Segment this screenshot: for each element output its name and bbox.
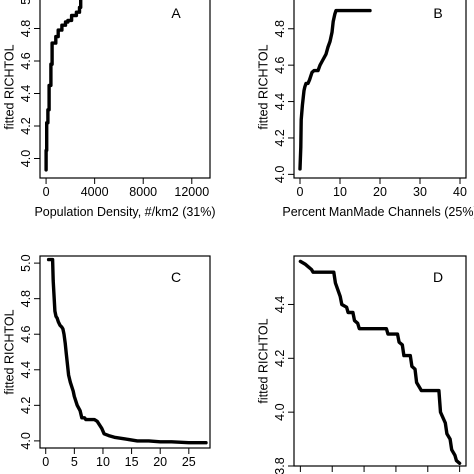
panel-a: 0 4000 8000 12000 4.0 4.2 4.4 4.6 4.8 5.0 Populati…: [2, 0, 216, 219]
plot-frame: [39, 255, 211, 449]
x-tick-label: 4000: [81, 185, 109, 199]
x-tick-label: 0: [42, 455, 49, 469]
series-line: [298, 8, 372, 171]
y-tick-label: 4.4: [273, 296, 287, 313]
y-tick-label: 4.8: [273, 20, 287, 37]
plot-frame: [293, 255, 467, 467]
y-tick-label: 4.2: [19, 117, 33, 134]
plot-frame: [293, 0, 467, 179]
x-axis-label: Percent ManMade Channels (25%): [282, 205, 474, 219]
x-tick-label: 0: [297, 185, 304, 199]
y-tick-label: 4.0: [19, 432, 33, 449]
x-tick-label: 25: [182, 455, 196, 469]
y-tick-label: 5.0: [19, 254, 33, 271]
x-tick-label: 10: [333, 185, 347, 199]
x-tick-label: 5: [71, 455, 78, 469]
y-tick-label: 4.6: [19, 52, 33, 69]
panel-label: A: [171, 5, 181, 21]
x-tick-label: 12000: [174, 185, 209, 199]
y-tick-label: 4.4: [19, 361, 33, 378]
panel-b: 0 10 20 30 40 4.0 4.2 4.4 4.6 4.8 Percent ManMade …: [256, 0, 474, 219]
panel-label: C: [171, 269, 181, 285]
y-tick-label: 4.0: [19, 150, 33, 167]
x-tick-label: 0: [43, 185, 50, 199]
x-tick-label: 20: [153, 455, 167, 469]
series-line: [46, 257, 208, 445]
panel-c: 0 5 10 15 20 25 4.0 4.2 4.4 4.6 4.8 5.0 fitted RICHT…: [2, 254, 211, 469]
y-axis-label: fitted RICHTOL: [256, 318, 270, 403]
y-tick-label: 5.0: [19, 0, 33, 5]
y-tick-label: 4.6: [273, 56, 287, 73]
x-tick-label: 30: [413, 185, 427, 199]
y-tick-label: 4.2: [19, 397, 33, 414]
y-tick-label: 4.2: [273, 129, 287, 146]
y-axis-label: fitted RICHTOL: [2, 44, 16, 129]
x-tick-label: 8000: [129, 185, 157, 199]
y-tick-label: 3.8: [273, 457, 287, 474]
y-tick-label: 4.4: [19, 85, 33, 102]
y-tick-label: 4.2: [273, 350, 287, 367]
panel-label: B: [433, 5, 442, 21]
y-tick-label: 4.6: [19, 325, 33, 342]
x-axis-label: Population Density, #/km2 (31%): [34, 205, 215, 219]
y-tick-label: 4.0: [273, 166, 287, 183]
x-tick-label: 10: [96, 455, 110, 469]
x-tick-label: 20: [373, 185, 387, 199]
series-line: [298, 259, 462, 465]
x-tick-label: 15: [125, 455, 139, 469]
plot-frame: [39, 0, 211, 179]
y-tick-label: 4.8: [19, 20, 33, 37]
y-tick-label: 4.0: [273, 403, 287, 420]
y-axis-label: fitted RICHTOL: [256, 44, 270, 129]
y-tick-label: 4.8: [19, 290, 33, 307]
y-tick-label: 4.4: [273, 93, 287, 110]
y-axis-label: fitted RICHTOL: [2, 309, 16, 394]
series-line: [44, 0, 83, 172]
x-tick-label: 40: [453, 185, 467, 199]
panel-label: D: [433, 269, 443, 285]
